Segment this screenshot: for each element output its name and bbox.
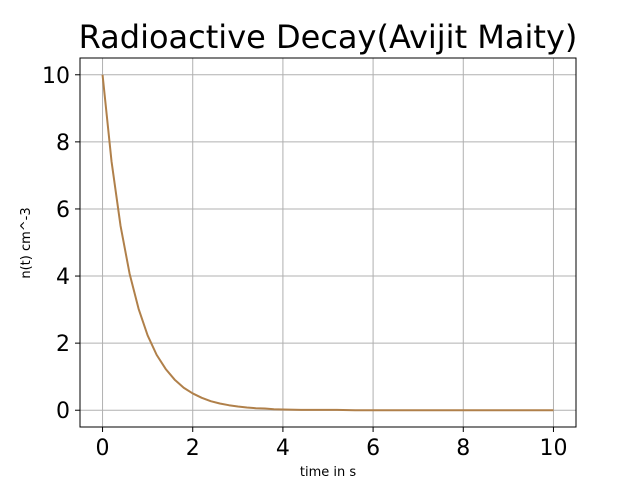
chart-title: Radioactive Decay(Avijit Maity) bbox=[79, 18, 578, 56]
plot-frame bbox=[79, 57, 577, 428]
x-tick-label: 6 bbox=[366, 436, 380, 461]
y-tick-label: 10 bbox=[42, 64, 70, 89]
x-axis-ticks: 0 2 4 6 8 10 bbox=[96, 427, 567, 461]
x-tick-label: 10 bbox=[539, 436, 567, 461]
series-layer bbox=[101, 74, 554, 412]
x-tick-label: 0 bbox=[96, 436, 110, 461]
x-tick-label: 2 bbox=[186, 436, 200, 461]
y-tick-label: 0 bbox=[56, 399, 70, 424]
x-tick-label: 4 bbox=[276, 436, 290, 461]
series-line bbox=[101, 74, 554, 412]
x-axis-label: time in s bbox=[300, 465, 356, 480]
y-tick-label: 8 bbox=[56, 131, 70, 156]
y-axis-ticks: 0 2 4 6 8 10 bbox=[42, 64, 80, 424]
y-tick-label: 2 bbox=[56, 332, 70, 357]
grid bbox=[80, 58, 576, 427]
y-tick-label: 4 bbox=[56, 265, 70, 290]
y-tick-label: 6 bbox=[56, 198, 70, 223]
x-tick-label: 8 bbox=[456, 436, 470, 461]
y-axis-label: n(t) cm^-3 bbox=[19, 207, 34, 278]
